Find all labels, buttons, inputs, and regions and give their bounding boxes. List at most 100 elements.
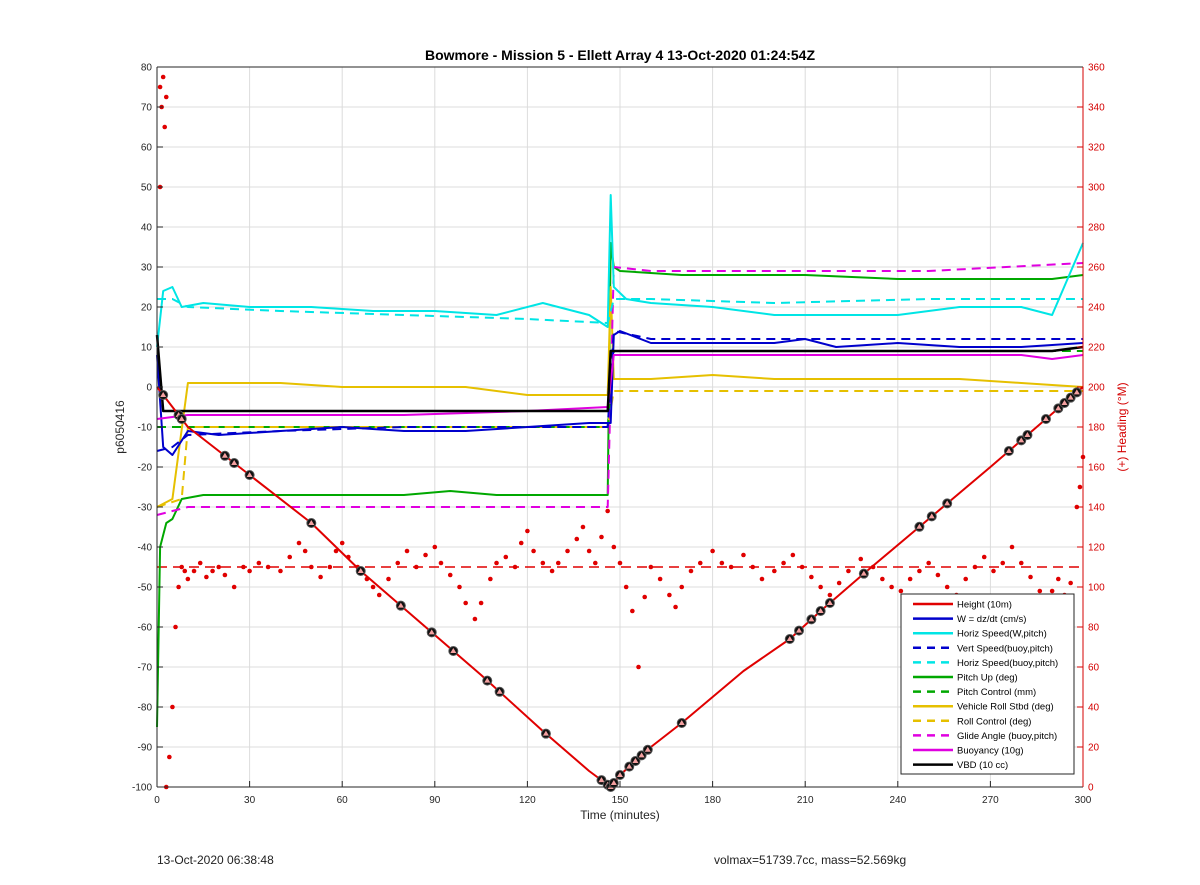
heading-point: [728, 564, 734, 570]
y2-tick-label: 80: [1088, 623, 1100, 634]
heading-point: [488, 576, 493, 582]
y-tick-label: -80: [138, 703, 153, 714]
y-tick-label: -50: [138, 583, 153, 594]
series-line-3: [156, 330, 1083, 452]
x-axis-label: Time (minutes): [580, 808, 660, 822]
dive-marker-triangle: [308, 520, 315, 525]
y-tick-label: 0: [146, 383, 152, 394]
legend-entry-10: Buoyancy (10g): [957, 746, 1024, 757]
heading-point: [296, 540, 302, 546]
dive-marker-triangle: [542, 730, 549, 736]
legend-entry-0: Height (10m): [957, 600, 1012, 611]
dive-marker-triangle: [632, 758, 639, 763]
heading-point: [376, 592, 382, 598]
series-line-7: [156, 286, 1084, 508]
heading-point: [617, 560, 623, 566]
heading-point: [605, 508, 610, 514]
heading-point: [586, 548, 592, 554]
heading-point: [926, 560, 931, 566]
dive-marker-triangle: [638, 752, 645, 758]
heading-point: [688, 568, 694, 574]
footer-stats: volmax=51739.7cc, mass=52.569kg: [714, 853, 907, 867]
heading-point: [1000, 560, 1006, 566]
dive-marker-triangle: [1055, 405, 1062, 411]
y2-tick-label: 100: [1088, 583, 1105, 594]
dive-marker-triangle: [796, 627, 803, 633]
heading-point: [265, 564, 271, 570]
footer-date: 13-Oct-2020 06:38:48: [157, 853, 274, 867]
heading-point: [1077, 484, 1083, 490]
heading-point: [182, 568, 188, 574]
heading-point: [247, 568, 252, 574]
y2-tick-label: 0: [1088, 783, 1094, 794]
dive-marker-triangle: [178, 416, 185, 421]
y-axis-label: p6050416: [113, 400, 127, 454]
heading-point: [518, 540, 524, 546]
x-tick-label: 240: [889, 795, 906, 806]
heading-point: [935, 572, 941, 578]
y2-tick-label: 20: [1088, 743, 1100, 754]
y2-tick-label: 220: [1088, 343, 1105, 354]
legend-entry-4: Horiz Speed(buoy,pitch): [957, 658, 1058, 669]
x-tick-label: 60: [337, 795, 349, 806]
legend: Height (10m) W = dz/dt (cm/s) Horiz Speed(…: [900, 593, 1075, 775]
heading-point: [170, 704, 175, 710]
x-tick-label: 210: [797, 795, 814, 806]
heading-point: [404, 548, 410, 554]
heading-point: [256, 560, 262, 566]
heading-point: [673, 604, 678, 610]
heading-point: [525, 528, 530, 534]
legend-entry-7: Vehicle Roll Stbd (deg): [957, 702, 1054, 713]
legend-entry-2: Horiz Speed(W,pitch): [957, 629, 1047, 640]
heading-point: [944, 584, 950, 590]
heading-point: [423, 552, 428, 558]
series-line-9: [156, 262, 1084, 516]
heading-point: [549, 568, 555, 574]
x-tick-label: 0: [154, 795, 160, 806]
heading-point: [741, 552, 746, 558]
heading-point: [160, 74, 166, 80]
y2-axis-label: (+) Heading (°M): [1115, 382, 1129, 471]
dive-marker-triangle: [450, 648, 457, 653]
dive-marker-triangle: [916, 523, 923, 529]
legend-entry-1: W = dz/dt (cm/s): [957, 614, 1026, 625]
heading-point: [657, 576, 663, 582]
heading-point: [540, 560, 546, 566]
x-tick-label: 120: [519, 795, 536, 806]
y2-tick-label: 340: [1088, 103, 1105, 114]
heading-point: [565, 548, 570, 554]
series-line-8: [156, 390, 1083, 508]
y-tick-label: -60: [138, 623, 153, 634]
y2-tick-label: 260: [1088, 263, 1105, 274]
heading-point: [593, 560, 598, 566]
heading-point: [472, 616, 478, 622]
dive-marker-triangle: [928, 513, 935, 519]
series-line-2: [156, 194, 1084, 348]
dive-marker-triangle: [860, 570, 867, 576]
heading-point: [917, 568, 922, 574]
heading-point: [386, 576, 391, 582]
heading-point: [623, 584, 629, 590]
series-line-11: [155, 334, 1084, 413]
axes: 0 30 60 90 120 150 180 210 240 270 300807060504030…: [132, 63, 1105, 807]
x-tick-label: 90: [429, 795, 441, 806]
heading-point: [889, 584, 894, 590]
dive-marker-triangle: [231, 460, 238, 465]
dive-marker-triangle: [944, 500, 951, 506]
y-tick-label: -10: [138, 423, 153, 434]
y-tick-label: 60: [141, 143, 153, 154]
legend-entry-5: Pitch Up (deg): [957, 673, 1018, 684]
dive-marker-triangle: [808, 616, 815, 622]
heading-point: [759, 576, 765, 582]
dive-marker-triangle: [610, 780, 617, 785]
y-tick-label: 70: [141, 103, 153, 114]
dive-marker-triangle: [221, 452, 228, 458]
heading-point: [818, 584, 823, 590]
heading-point: [231, 584, 237, 590]
dive-marker-triangle: [678, 720, 685, 725]
y-tick-label: 80: [141, 63, 153, 74]
dive-marker-triangle: [484, 677, 491, 683]
legend-box: [900, 593, 1075, 775]
dive-marker-triangle: [160, 392, 167, 397]
